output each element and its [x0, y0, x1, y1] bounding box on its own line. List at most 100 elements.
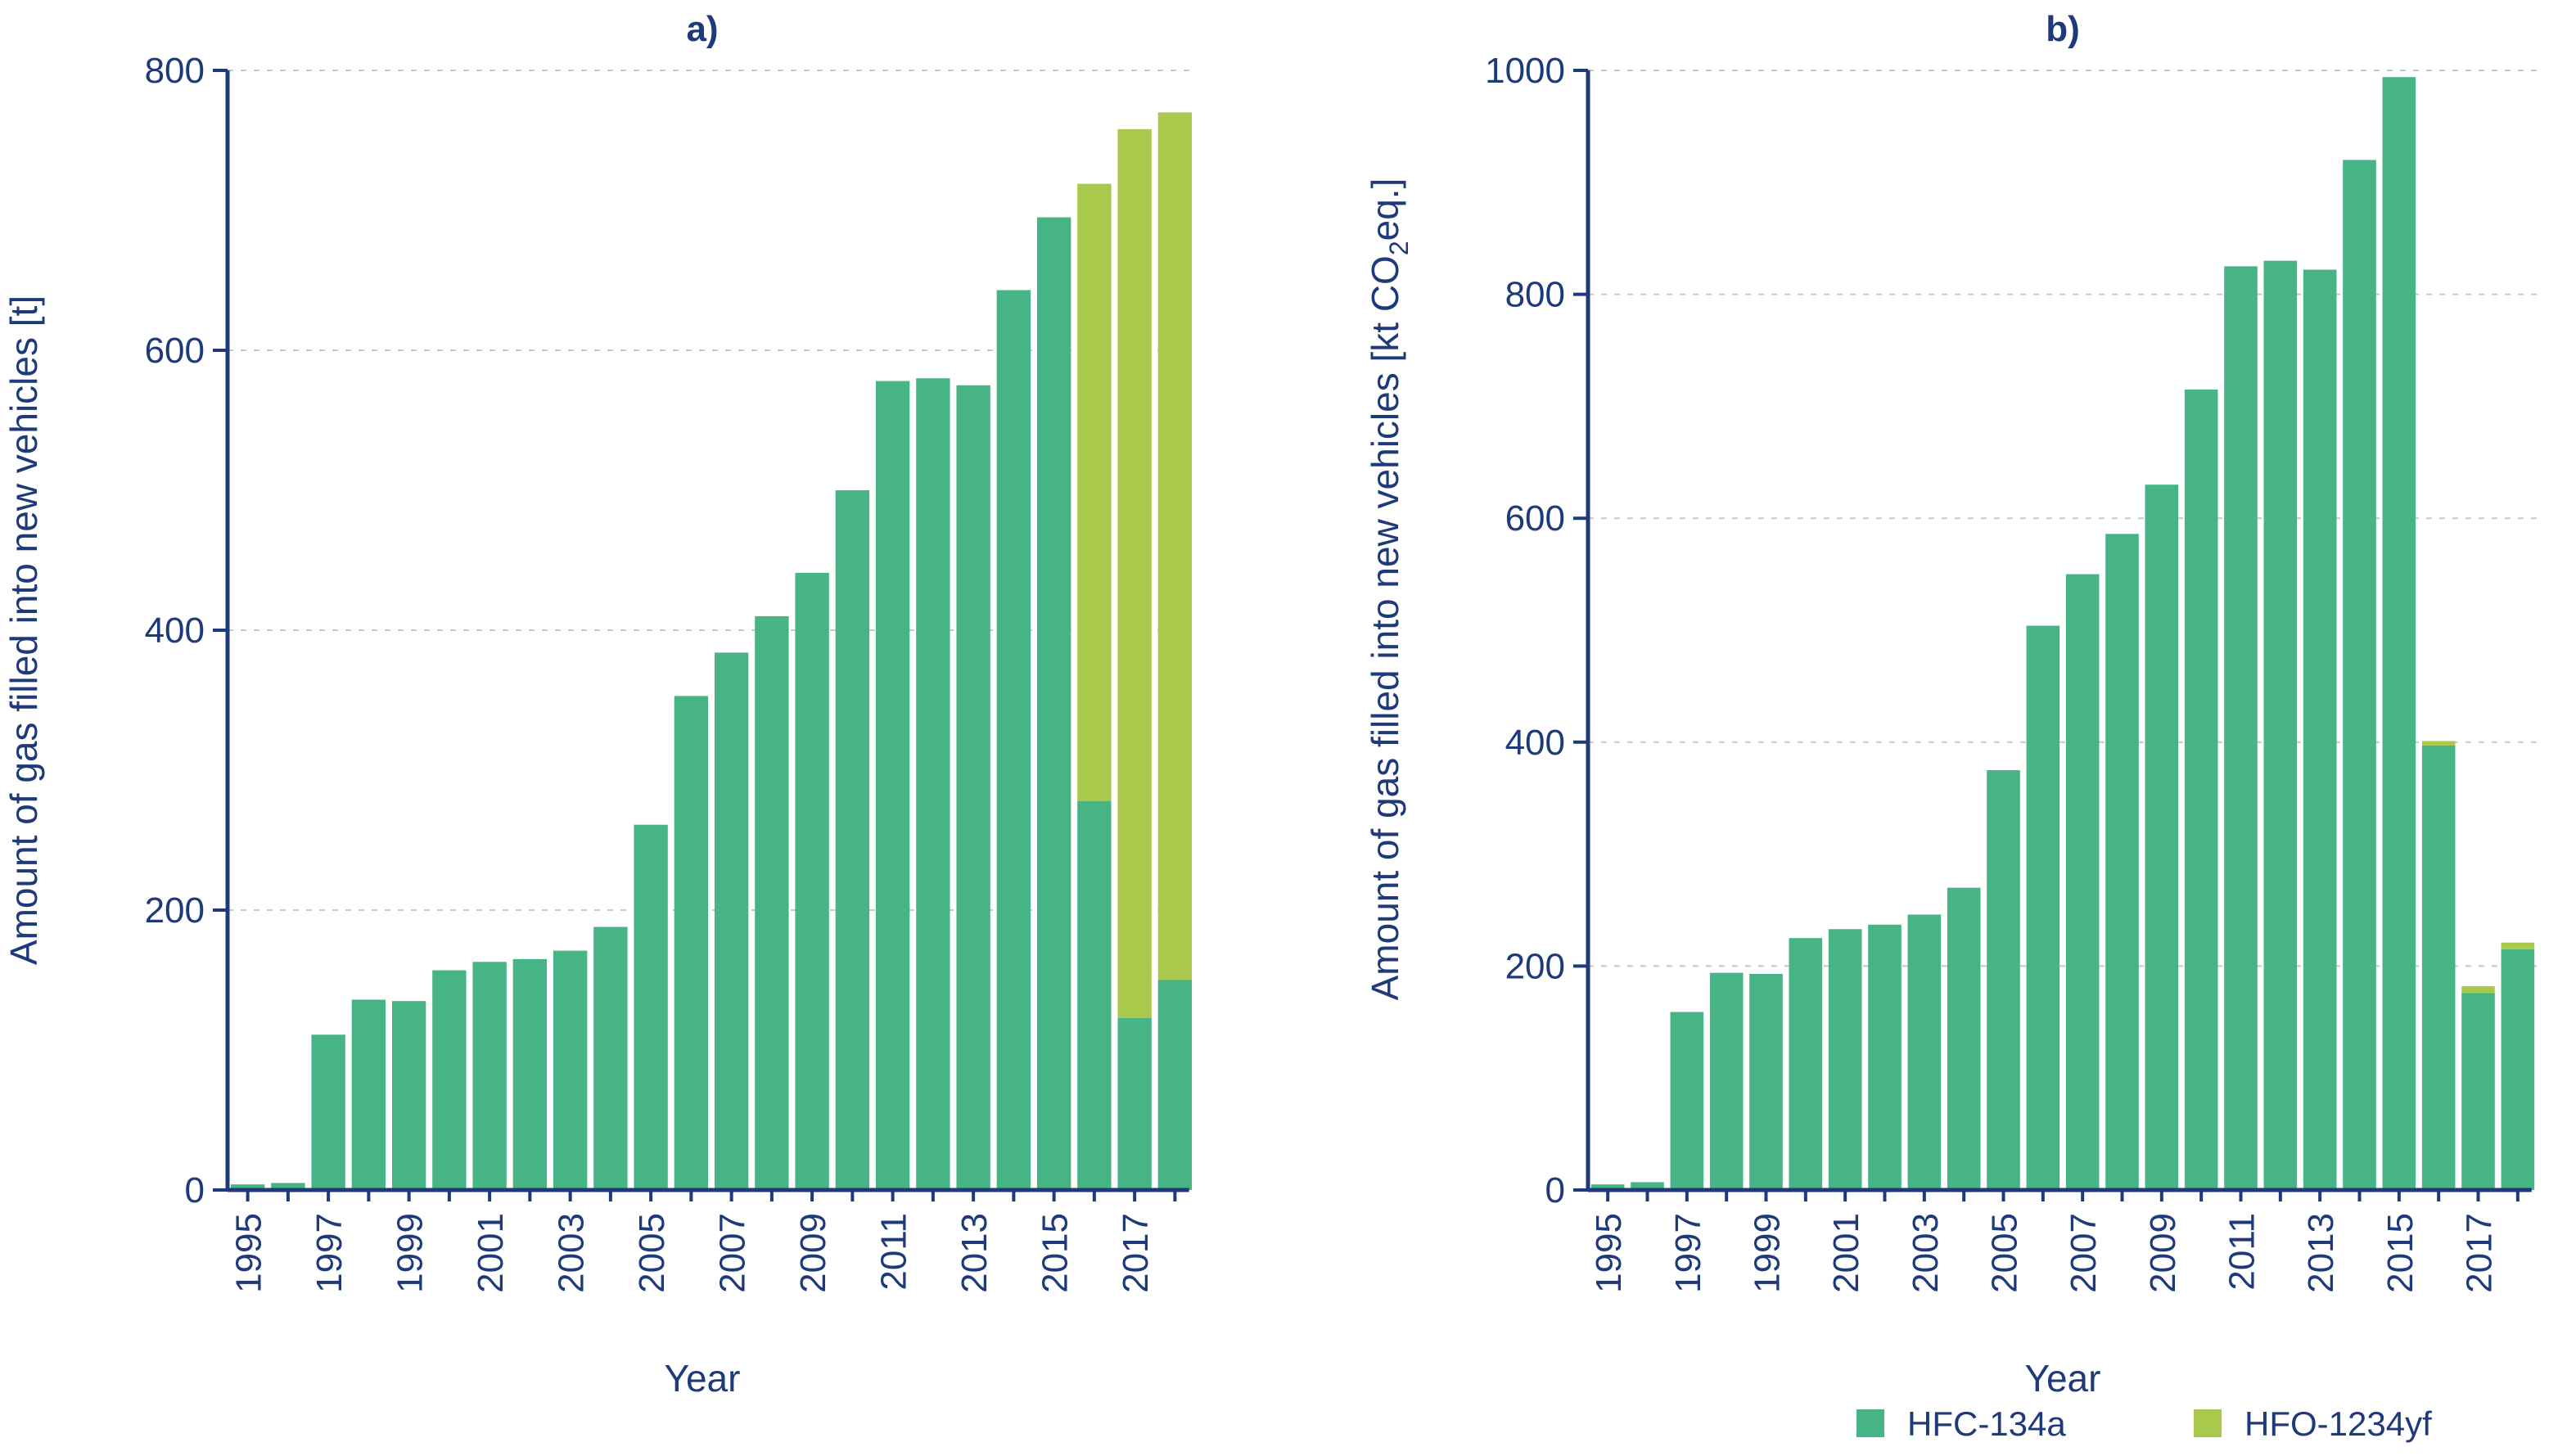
- panel-a-bar-hfc-134a-2007: [714, 652, 749, 1190]
- panel-b-bar-hfc-134a-2013: [2303, 269, 2337, 1190]
- panel-b-bar-hfc-134a-2012: [2263, 260, 2298, 1190]
- panel-b-y-axis-label-tail: eq.]: [1364, 178, 1406, 241]
- panel-a-bar-hfc-134a-2011: [875, 381, 910, 1190]
- panel-a-bar-hfc-134a-2006: [674, 696, 709, 1190]
- panel-a-bar-hfc-134a-2003: [553, 950, 588, 1190]
- panel-b-x-tick-label: 1995: [1589, 1213, 1629, 1293]
- panel-a-x-tick-label: 2007: [713, 1213, 753, 1293]
- panel-b-y-tick-label: 1000: [1485, 51, 1565, 91]
- panel-b-bar-hfc-134a-2016: [2421, 745, 2456, 1190]
- panel-b-bar-hfc-134a-2014: [2343, 160, 2376, 1191]
- panel-a-x-axis-label: Year: [665, 1357, 741, 1400]
- panel-b-y-axis-label-subscript: 2: [1384, 241, 1414, 255]
- panel-b-y-axis-label: Amount of gas filled into new vehicles […: [1364, 178, 1414, 1001]
- panel-b-bars: [1590, 77, 2535, 1191]
- panel-b: 0 200 400 600 800 1000 1995 1997 1999 2001 2003 200…: [1364, 9, 2538, 1400]
- panel-b-ticks: 0 200 400 600 800 1000 1995 1997 1999 2001 2003 200…: [1485, 51, 2520, 1293]
- panel-a-bar-hfc-134a-2018: [1157, 980, 1193, 1190]
- panel-a-y-tick-label: 600: [145, 331, 205, 371]
- panel-b-x-tick-label: 2011: [2222, 1213, 2262, 1291]
- panel-a-x-tick-label: 2011: [874, 1213, 914, 1291]
- legend: HFC-134a HFO-1234yf: [1856, 1404, 2432, 1443]
- panel-b-bar-hfc-134a-2000: [1789, 938, 1823, 1190]
- panel-b-y-tick-label: 400: [1505, 723, 1565, 763]
- panel-a-y-tick-label: 0: [185, 1170, 205, 1210]
- panel-b-x-tick-label: 2001: [1826, 1213, 1866, 1293]
- panel-a-y-tick-label: 400: [145, 611, 205, 651]
- panel-a-gridlines: [228, 70, 1195, 911]
- panel-b-bar-hfc-134a-2017: [2461, 993, 2495, 1190]
- panel-a-y-tick-label: 800: [145, 51, 205, 91]
- legend-label-hfo-1234yf: HFO-1234yf: [2244, 1404, 2432, 1443]
- panel-a-x-tick-label: 1995: [229, 1213, 269, 1293]
- panel-b-bar-hfc-134a-2001: [1828, 929, 1862, 1190]
- panel-b-bar-hfc-134a-2018: [2501, 949, 2535, 1190]
- panel-b-gridlines: [1588, 70, 2538, 967]
- panel-b-bar-hfc-134a-1995: [1590, 1184, 1625, 1190]
- panel-b-bar-hfo-1234yf-2017: [2461, 986, 2495, 994]
- panel-b-x-tick-label: 1997: [1668, 1213, 1708, 1293]
- panel-b-bar-hfo-1234yf-2018: [2501, 942, 2535, 949]
- panel-a-x-tick-label: 2005: [632, 1213, 672, 1293]
- panel-b-bar-hfo-1234yf-2016: [2421, 741, 2456, 746]
- panel-b-x-tick-label: 1999: [1748, 1213, 1788, 1293]
- panel-a-x-tick-label: 1997: [309, 1213, 350, 1293]
- legend-swatch-hfc-134a: [1856, 1409, 1884, 1437]
- panel-b-bar-hfc-134a-2008: [2105, 534, 2139, 1190]
- panel-a-bar-hfc-134a-1997: [311, 1035, 345, 1190]
- panel-a-bar-hfc-134a-1995: [230, 1184, 265, 1190]
- panel-a-bars: [230, 112, 1193, 1191]
- panel-b-bar-hfc-134a-2006: [2026, 625, 2060, 1190]
- panel-b-bar-hfc-134a-2015: [2382, 77, 2416, 1190]
- panel-a-bar-hfc-134a-2016: [1077, 800, 1112, 1190]
- panel-b-title: b): [2046, 9, 2080, 49]
- panel-a-bar-hfc-134a-2014: [996, 290, 1031, 1191]
- panel-a-bar-hfc-134a-2004: [593, 926, 628, 1190]
- panel-b-bar-hfc-134a-2009: [2145, 485, 2179, 1190]
- panel-b-x-tick-label: 2015: [2380, 1213, 2420, 1293]
- panel-a-x-tick-label: 1999: [390, 1213, 431, 1293]
- panel-a-bar-hfc-134a-1999: [391, 1001, 426, 1190]
- panel-a-bar-hfc-134a-2008: [755, 615, 789, 1190]
- panel-a-bar-hfc-134a-2012: [916, 378, 950, 1190]
- panel-b-bar-hfc-134a-1997: [1670, 1012, 1704, 1190]
- panel-a-bar-hfo-1234yf-2017: [1117, 128, 1152, 1018]
- panel-a-bar-hfc-134a-2017: [1117, 1017, 1152, 1190]
- panel-b-y-tick-label: 0: [1545, 1170, 1565, 1210]
- panel-b-axes: [1586, 70, 2532, 1192]
- panel-b-bar-hfc-134a-2004: [1947, 887, 1981, 1190]
- panel-a: 0 200 400 600 800 1995 1997 1999 2001 2003 2005 200…: [2, 9, 1195, 1400]
- panel-a-x-tick-label: 2015: [1035, 1213, 1076, 1293]
- panel-b-y-tick-label: 600: [1505, 498, 1565, 539]
- panel-a-bar-hfc-134a-2010: [835, 490, 870, 1190]
- panel-b-y-tick-label: 200: [1505, 946, 1565, 986]
- panel-b-bar-hfc-134a-2002: [1868, 924, 1902, 1190]
- panel-b-y-axis-label-main: Amount of gas filled into new vehicles […: [1364, 255, 1406, 1000]
- panel-a-x-tick-label: 2009: [793, 1213, 833, 1293]
- legend-label-hfc-134a: HFC-134a: [1907, 1404, 2066, 1443]
- panel-b-x-tick-label: 2005: [1985, 1213, 2025, 1293]
- panel-b-x-tick-label: 2003: [1906, 1213, 1946, 1293]
- panel-a-bar-hfc-134a-2013: [956, 385, 990, 1190]
- panel-a-title: a): [686, 9, 718, 49]
- panel-a-x-tick-label: 2013: [954, 1213, 995, 1293]
- panel-b-bar-hfc-134a-2007: [2065, 574, 2100, 1190]
- panel-b-bar-hfc-134a-2003: [1907, 914, 1942, 1190]
- panel-b-x-tick-label: 2013: [2301, 1213, 2341, 1293]
- panel-b-y-tick-label: 800: [1505, 275, 1565, 315]
- panel-a-x-tick-label: 2003: [552, 1213, 592, 1293]
- legend-swatch-hfo-1234yf: [2194, 1409, 2222, 1437]
- panel-a-bar-hfc-134a-1998: [351, 999, 386, 1190]
- panel-a-bar-hfc-134a-2005: [634, 824, 668, 1190]
- panel-a-bar-hfc-134a-2002: [512, 958, 548, 1190]
- panel-b-bar-hfc-134a-1999: [1749, 973, 1783, 1190]
- panel-a-y-axis-label: Amount of gas filled into new vehicles […: [2, 295, 45, 965]
- panel-b-x-tick-label: 2007: [2064, 1213, 2104, 1293]
- panel-a-x-tick-label: 2001: [471, 1213, 511, 1293]
- panel-b-x-tick-label: 2009: [2143, 1213, 2183, 1293]
- panel-a-y-tick-label: 200: [145, 890, 205, 931]
- panel-b-bar-hfc-134a-1996: [1631, 1182, 1664, 1190]
- panel-a-bar-hfc-134a-2000: [432, 970, 467, 1190]
- panel-b-bar-hfc-134a-2005: [1987, 770, 2020, 1190]
